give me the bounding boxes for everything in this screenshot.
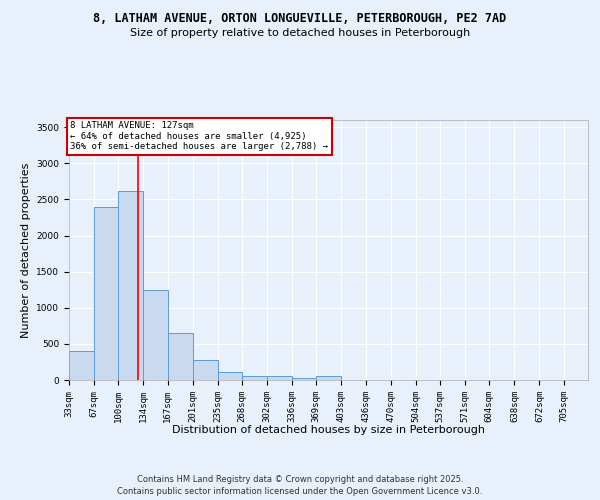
Bar (94, 206, 118, 380)
Bar (218, 372, 242, 380)
Bar (143, 290, 167, 380)
Bar (193, 360, 218, 380)
Text: Contains HM Land Registry data © Crown copyright and database right 2025.
Contai: Contains HM Land Registry data © Crown c… (118, 474, 482, 496)
Bar (167, 333, 193, 380)
Bar (292, 378, 316, 380)
Bar (69, 351, 94, 380)
Text: 8, LATHAM AVENUE, ORTON LONGUEVILLE, PETERBOROUGH, PE2 7AD: 8, LATHAM AVENUE, ORTON LONGUEVILLE, PET… (94, 12, 506, 26)
Bar (118, 191, 143, 380)
Text: 8 LATHAM AVENUE: 127sqm
← 64% of detached houses are smaller (4,925)
36% of semi: 8 LATHAM AVENUE: 127sqm ← 64% of detache… (70, 122, 328, 151)
Text: Size of property relative to detached houses in Peterborough: Size of property relative to detached ho… (130, 28, 470, 38)
Bar (242, 376, 267, 380)
Y-axis label: Number of detached properties: Number of detached properties (21, 162, 31, 338)
Bar (316, 376, 341, 380)
Bar (267, 376, 292, 380)
X-axis label: Distribution of detached houses by size in Peterborough: Distribution of detached houses by size … (172, 425, 485, 434)
